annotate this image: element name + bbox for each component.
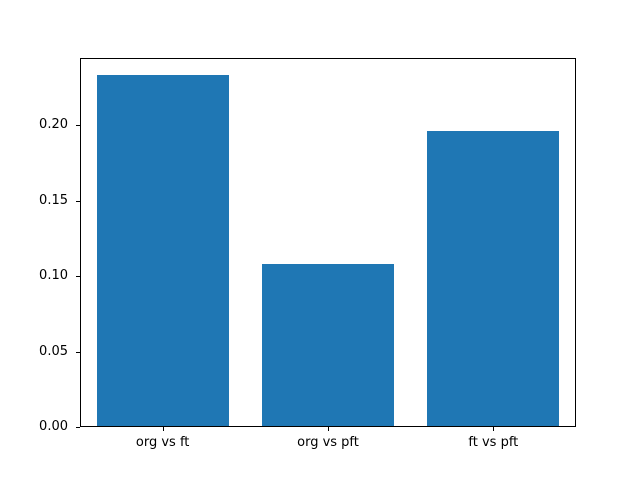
bar-ft-vs-pft: [427, 131, 560, 428]
y-tick-mark: [76, 427, 80, 429]
y-tick-mark: [76, 125, 80, 127]
x-tick-mark: [328, 427, 329, 432]
y-tick-label: 0.05: [39, 343, 68, 359]
x-tick-label: org vs pft: [297, 435, 359, 451]
y-tick-label: 0.15: [39, 192, 68, 208]
bar-org-vs-ft: [96, 75, 229, 428]
y-tick-label: 0.10: [39, 268, 68, 284]
x-tick-mark: [162, 427, 164, 432]
bar-org-vs-pft: [261, 264, 395, 428]
y-tick-label: 0.20: [39, 117, 68, 133]
y-tick-mark: [76, 276, 80, 278]
y-tick-label: 0.00: [39, 419, 68, 435]
y-tick-mark: [76, 351, 80, 353]
x-tick-label: org vs ft: [135, 435, 190, 451]
x-tick-mark: [493, 427, 495, 432]
x-tick-label: ft vs pft: [468, 435, 519, 451]
y-tick-mark: [76, 200, 80, 202]
